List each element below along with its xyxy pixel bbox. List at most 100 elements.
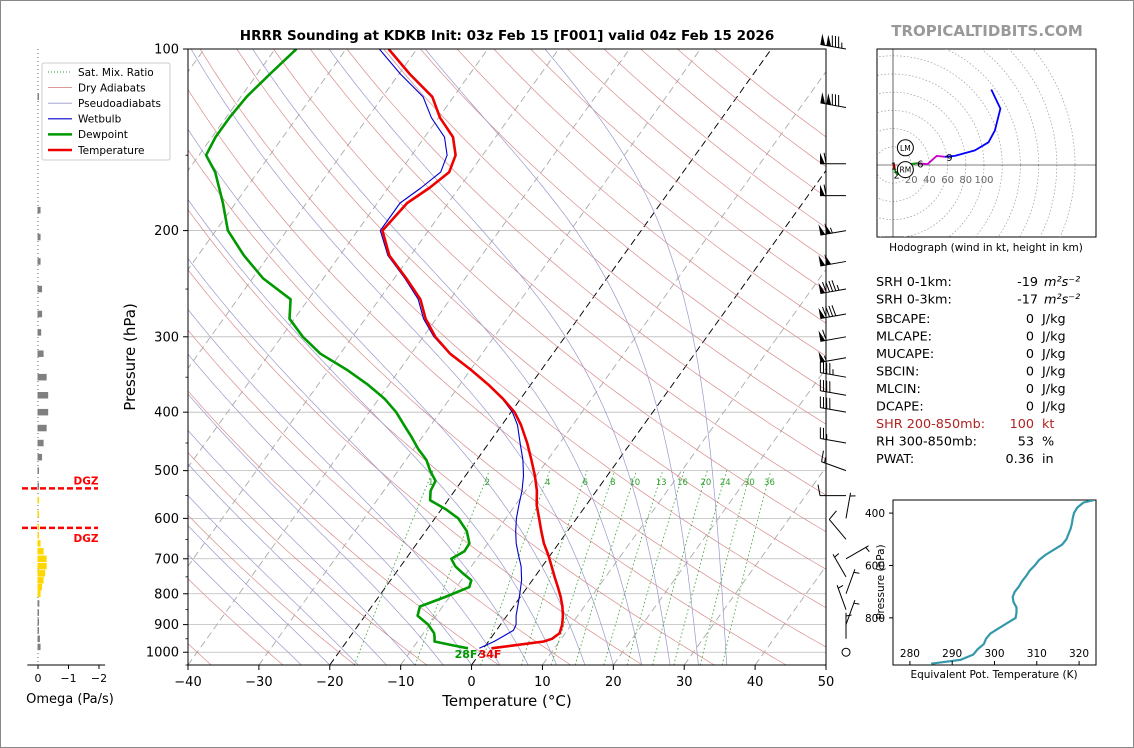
stat-row: SRH 0-3km: -17 m²s⁻² [876, 293, 1080, 308]
stat-row: PWAT: 0.36 in [876, 452, 1054, 467]
omega-bar [37, 233, 41, 241]
hodograph-ring-label: 100 [974, 175, 993, 186]
dry-adiabat [188, 209, 715, 665]
omega-bar [37, 285, 43, 293]
hodograph-trace [944, 89, 1002, 158]
pseudoadiabat [188, 525, 331, 665]
barb-flag [818, 351, 826, 363]
pseudoadiabat [188, 198, 557, 665]
stat-row: SHR 200-850mb: 100 kt [876, 417, 1054, 432]
zero-isotherm-line [471, 169, 826, 665]
stat-unit: J/kg [1041, 347, 1066, 362]
barb-full [825, 306, 831, 318]
stat-unit: kt [1042, 417, 1054, 432]
mixing-ratio-label: 8 [610, 478, 615, 488]
barb-flag [820, 184, 825, 196]
stat-unit: J/kg [1041, 330, 1066, 345]
stat-label: SBCAPE: [876, 312, 930, 327]
hodograph-frame [876, 48, 1097, 238]
skewt-axes-frame [187, 48, 827, 666]
thetae-ylabel: Pressure (hPa) [875, 544, 887, 619]
omega-bar [37, 523, 39, 531]
surface-temperature-label: 34F [479, 648, 502, 661]
mixing-ratio-labels: 1 2 4 6 8 10 13 16 20 24 30 36 [428, 478, 775, 488]
stat-unit: % [1042, 435, 1054, 450]
mixing-ratio-line [721, 470, 772, 665]
thetae-panel: 280 290 300 310 320 400 600 800 [865, 499, 1097, 666]
wind-barb [845, 569, 860, 594]
legend-label: Temperature [77, 145, 145, 157]
omega-bar [37, 570, 46, 577]
stat-row: DCAPE: 0 J/kg [876, 400, 1066, 415]
stat-value: 0.36 [1006, 452, 1035, 467]
isotherm-line [754, 565, 826, 665]
dewpoint-line [204, 49, 473, 650]
mixing-ratio-label: 10 [629, 478, 640, 488]
omega-bar [37, 497, 39, 504]
stat-value: 0 [1026, 312, 1034, 327]
pseudoadiabat [188, 554, 302, 665]
skewt-ytick-label: 600 [154, 512, 179, 527]
dry-adiabat [493, 49, 826, 324]
barb-half [845, 614, 852, 617]
stat-value: 0 [1026, 382, 1034, 397]
barb-flag [826, 34, 832, 47]
legend-box [41, 62, 171, 161]
barb-flag [824, 254, 832, 265]
pseudoadiabat [424, 49, 699, 665]
skewt-ytick-label: 900 [154, 618, 179, 633]
skewt-ytick-label: 200 [154, 224, 179, 239]
thetae-line [930, 500, 1095, 665]
thetae-xtick-label: 320 [1069, 648, 1089, 660]
stat-label: MLCIN: [876, 382, 921, 397]
isotherm-line [188, 49, 630, 665]
barb-flag [818, 282, 826, 294]
barb-flag [818, 330, 826, 342]
mixing-ratio-label: 30 [744, 478, 755, 488]
barb-full [822, 306, 827, 318]
omega-bar [37, 590, 41, 598]
skewt-profiles [204, 49, 565, 650]
wind-barb [819, 379, 847, 396]
omega-bar [37, 609, 39, 616]
omega-bar [37, 547, 44, 555]
stat-label: MLCAPE: [876, 330, 932, 345]
omega-bar [37, 310, 43, 318]
stat-value: -19 [1017, 275, 1038, 290]
dry-adiabat [188, 88, 826, 648]
isotherm-line [188, 49, 276, 172]
barb-half [823, 355, 827, 362]
omega-bar [37, 467, 40, 474]
mixing-ratio-line [652, 470, 708, 665]
stat-value: -17 [1017, 293, 1038, 308]
barb-shaft [845, 600, 856, 625]
wind-barbs [817, 33, 870, 657]
pseudoadiabat [188, 308, 501, 665]
stat-value: 0 [1026, 400, 1034, 415]
stat-value: 100 [1010, 417, 1034, 432]
legend-label: Dry Adiabats [78, 82, 146, 94]
skewt-title: HRRR Sounding at KDKB Init: 03z Feb 15 [… [240, 28, 774, 44]
omega-bar [37, 93, 40, 101]
mixing-ratio-label: 24 [720, 478, 731, 488]
wind-barb [817, 484, 846, 497]
wind-barb [819, 361, 847, 378]
storm-motion-label: RM [900, 166, 912, 175]
skewt-xtick-label: −30 [245, 675, 272, 690]
skewt-ytick-label: 100 [154, 43, 179, 58]
barb-full [817, 484, 821, 496]
stat-unit: m²s⁻² [1044, 293, 1080, 308]
barb-shaft [820, 313, 847, 320]
wind-barb [836, 584, 847, 610]
stat-row: SBCAPE: 0 J/kg [876, 312, 1066, 327]
stat-unit: in [1042, 452, 1054, 467]
thetae-ytick-label: 400 [865, 508, 885, 520]
wind-barb [818, 223, 847, 236]
pseudoadiabat [188, 128, 586, 665]
hodograph-height-label: 2 [893, 171, 899, 182]
mixing-ratio-line [414, 470, 490, 665]
wind-barb [819, 427, 847, 444]
stat-unit: J/kg [1041, 365, 1066, 380]
skewt-ytick-label: 500 [154, 464, 179, 479]
hodograph-label: Hodograph (wind in kt, height in km) [889, 242, 1083, 254]
